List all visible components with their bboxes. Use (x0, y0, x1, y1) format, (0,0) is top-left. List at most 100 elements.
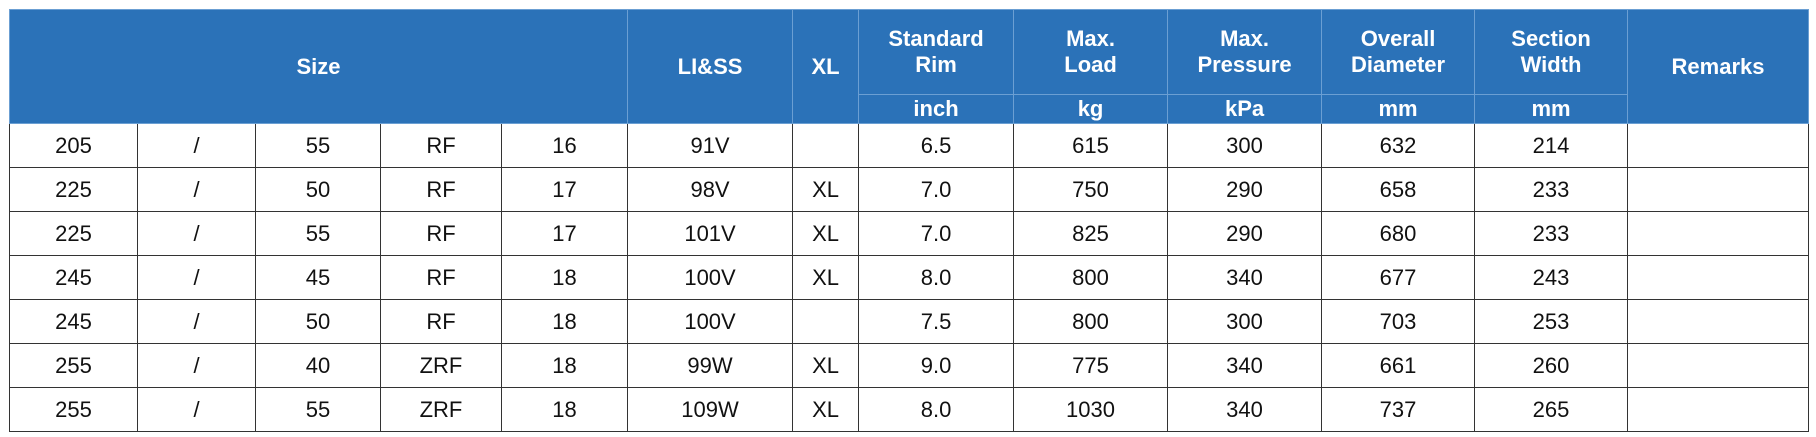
table-cell (792, 123, 860, 168)
table-cell: ZRF (380, 387, 502, 432)
table-cell: 253 (1474, 299, 1629, 344)
table-cell-text: ZRF (419, 352, 463, 378)
table-cell-text: RF (426, 220, 456, 246)
table-cell: 16 (500, 123, 629, 168)
table-cell-text: 205 (55, 132, 92, 158)
table-cell: 615 (1013, 123, 1169, 168)
remarks-cell (1627, 167, 1810, 212)
table-cell: 18 (500, 343, 629, 388)
table-cell-text: 99W (687, 352, 733, 378)
unit-header: kPa (1167, 94, 1323, 124)
table-cell-text: XL (812, 396, 839, 422)
table-cell: XL (792, 167, 860, 212)
table-cell: / (137, 123, 256, 168)
header-row: Size LI&SS XL Standard Rim Max. Load Max. Pre… (8, 9, 1810, 124)
table-cell-text: XL (812, 352, 839, 378)
remarks-cell (1627, 211, 1810, 256)
table-cell-text: 100V (684, 308, 736, 334)
table-cell-text: RF (426, 308, 456, 334)
table-cell-text: 17 (552, 220, 577, 246)
table-cell-text: 253 (1532, 308, 1570, 334)
table-cell: 6.5 (858, 123, 1015, 168)
unit-header: mm (1321, 94, 1476, 124)
table-cell-text: 233 (1532, 176, 1570, 202)
unit-row: inch kg kPa mm mm (10, 94, 1809, 124)
table-cell: 8.0 (858, 387, 1015, 432)
table-cell: 255 (9, 343, 138, 388)
table-cell-text: 100V (684, 264, 736, 290)
table-cell: 825 (1013, 211, 1169, 256)
remarks-header: Remarks (1627, 9, 1810, 124)
table-cell-text: 300 (1226, 308, 1263, 334)
table-cell: 109W (627, 387, 794, 432)
table-cell: 17 (500, 167, 629, 212)
table-cell-text: 290 (1226, 220, 1263, 246)
table-cell-text: 55 (305, 220, 331, 246)
table-cell: RF (380, 255, 502, 300)
table-cell-text: 9.0 (920, 352, 952, 378)
table-cell-text: 615 (1072, 132, 1109, 158)
table-cell-text: 55 (305, 132, 331, 158)
table-cell-text: 7.5 (920, 308, 952, 334)
table-cell-text: XL (812, 220, 839, 246)
table-cell-text: 109W (681, 396, 739, 422)
table-cell: 775 (1013, 343, 1169, 388)
table-cell-text: 800 (1072, 308, 1109, 334)
table-cell-text: 91V (690, 132, 730, 158)
size-header: Size (8, 9, 629, 124)
table-cell: 233 (1474, 211, 1629, 256)
xl-header-text: XL (811, 53, 840, 79)
table-cell: 55 (255, 123, 381, 168)
unit-header-text: inch (913, 96, 959, 121)
table-cell: XL (792, 211, 860, 256)
table-cell: 98V (627, 167, 794, 212)
column-header: Overall Diameter (1321, 9, 1476, 95)
li-ss-header-text: LI&SS (677, 53, 743, 79)
table-cell: 225 (9, 211, 138, 256)
table-cell: 340 (1167, 343, 1323, 388)
table-cell-text: 1030 (1066, 396, 1115, 422)
table-cell-text: / (193, 396, 200, 422)
table-cell: 300 (1167, 299, 1323, 344)
table-cell: / (137, 211, 256, 256)
table-cell-text: 255 (55, 352, 92, 378)
table-cell: / (137, 387, 256, 432)
table-cell-text: 300 (1226, 132, 1263, 158)
table-cell: 55 (255, 387, 381, 432)
remarks-cell (1627, 123, 1810, 168)
table-cell: 18 (500, 255, 629, 300)
table-cell-text: XL (812, 264, 839, 290)
table-cell: 245 (9, 255, 138, 300)
table-cell: 703 (1321, 299, 1476, 344)
column-header-text: Section Width (1511, 26, 1591, 77)
table-cell-text: 17 (552, 176, 577, 202)
table-cell: 7.0 (858, 167, 1015, 212)
table-cell-text: 233 (1532, 220, 1570, 246)
table-cell: RF (380, 299, 502, 344)
table-cell: RF (380, 123, 502, 168)
table-cell: XL (792, 255, 860, 300)
tire-spec-table: Size LI&SS XL Standard Rim Max. Load Max. Pre… (8, 9, 1810, 432)
table-cell: 101V (627, 211, 794, 256)
table-cell-text: 658 (1379, 176, 1417, 202)
table-cell-text: 16 (552, 132, 577, 158)
table-cell-text: 18 (552, 308, 577, 334)
unit-header: kg (1013, 94, 1169, 124)
table-cell-text: 243 (1532, 264, 1570, 290)
table-cell-text: / (193, 352, 200, 378)
table-cell-text: / (193, 132, 200, 158)
table-cell-text: 340 (1226, 352, 1263, 378)
table-cell: 55 (255, 211, 381, 256)
table-cell-text: 680 (1379, 220, 1417, 246)
table-cell-text: 225 (55, 220, 92, 246)
table-cell-text: 6.5 (920, 132, 952, 158)
table-cell: 300 (1167, 123, 1323, 168)
table-cell-text: 18 (552, 352, 577, 378)
table-cell: 658 (1321, 167, 1476, 212)
table-cell: 632 (1321, 123, 1476, 168)
table-cell: / (137, 343, 256, 388)
table-cell: 18 (500, 299, 629, 344)
table-cell: 225 (9, 167, 138, 212)
unit-header: mm (1474, 94, 1629, 124)
